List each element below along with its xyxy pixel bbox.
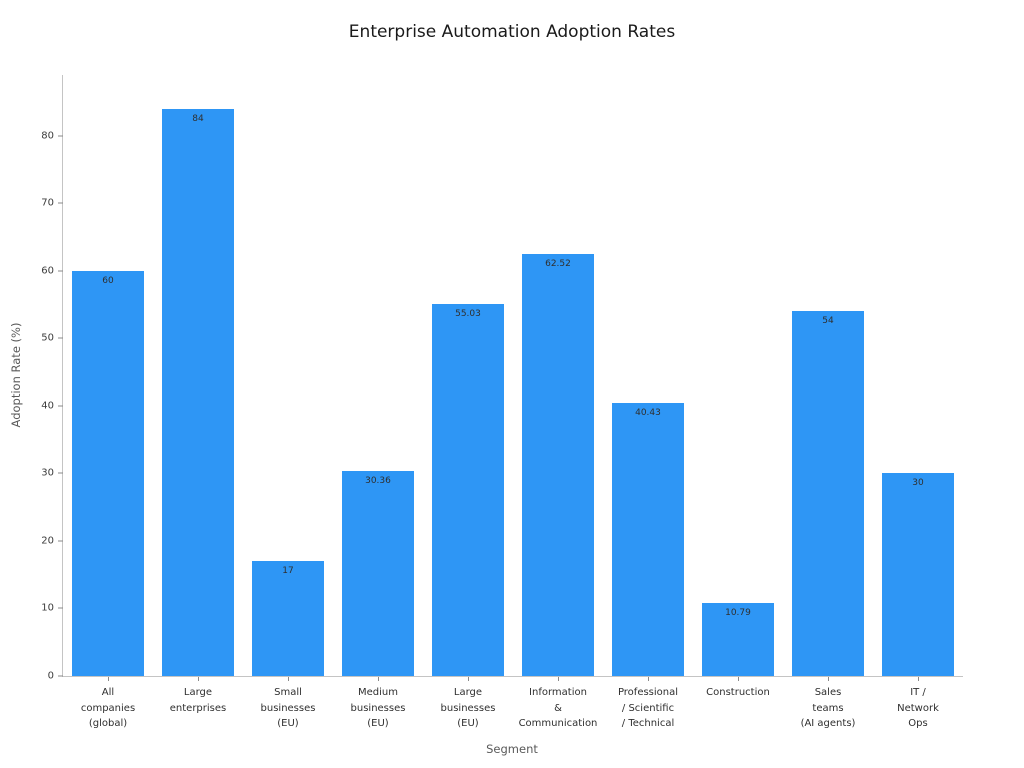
y-tick: 0	[48, 671, 63, 682]
y-axis-title: Adoption Rate (%)	[9, 322, 23, 428]
y-tick: 10	[41, 603, 63, 614]
x-axis-title: Segment	[486, 742, 538, 756]
bar: 60	[72, 270, 144, 676]
bar: 10.79	[702, 603, 774, 676]
bar-slot: 62.52	[513, 75, 603, 676]
x-tick-label: Professional / Scientific / Technical	[603, 676, 693, 732]
bar-slot: 17	[243, 75, 333, 676]
y-axis-ticks: 0 10 20 30 40 50 60 70 80	[41, 75, 963, 682]
x-tick-mark	[198, 677, 199, 681]
x-tick-mark	[108, 677, 109, 681]
y-tick-label: 80	[41, 130, 54, 142]
y-tick-mark	[58, 202, 63, 204]
bar-value-label: 55.03	[455, 309, 481, 320]
bar: 40.43	[612, 402, 684, 676]
plot-area: 0 10 20 30 40 50 60 70 80 60 84 17 30.36 55.03 62.52 4…	[41, 75, 963, 729]
y-tick-mark	[58, 607, 63, 609]
x-tick-mark	[918, 677, 919, 681]
bar-slot: 84	[153, 75, 243, 676]
bar-slot: 60	[63, 75, 153, 676]
y-tick: 20	[41, 535, 63, 546]
y-tick-label: 60	[41, 265, 54, 277]
bar-slot: 40.43	[603, 75, 693, 676]
bar-slot: 54	[783, 75, 873, 676]
y-tick-label: 40	[41, 400, 54, 412]
bar: 62.52	[522, 253, 594, 676]
x-tick-label: Large enterprises	[153, 676, 243, 732]
bar-value-label: 62.52	[545, 258, 571, 269]
x-tick-label: IT / Network Ops	[873, 676, 963, 732]
bar-value-label: 30	[912, 478, 924, 489]
x-tick-label: Construction	[693, 676, 783, 732]
bar-slot: 55.03	[423, 75, 513, 676]
bar: 17	[252, 561, 324, 676]
x-tick-label: Medium businesses (EU)	[333, 676, 423, 732]
x-tick-label: Information & Communication	[513, 676, 603, 732]
x-tick-label: Large businesses (EU)	[423, 676, 513, 732]
x-tick-label: Sales teams (AI agents)	[783, 676, 873, 732]
bar-value-label: 10.79	[725, 608, 751, 619]
bar-slot: 30	[873, 75, 963, 676]
chart-title: Enterprise Automation Adoption Rates	[348, 22, 676, 42]
bar-value-label: 30.36	[365, 476, 391, 486]
bar-value-label: 60	[102, 275, 114, 286]
y-tick-label: 10	[41, 602, 54, 614]
y-tick-label: 0	[47, 670, 54, 682]
y-tick-mark	[58, 540, 63, 542]
y-tick-label: 50	[41, 332, 54, 344]
x-tick-label: All companies (global)	[63, 676, 153, 732]
y-tick: 60	[41, 265, 63, 276]
y-tick: 70	[41, 198, 63, 209]
bar-value-label: 84	[192, 113, 204, 124]
bar-value-label: 54	[822, 316, 834, 327]
y-tick: 80	[41, 130, 63, 141]
x-tick-mark	[378, 677, 379, 681]
y-tick: 30	[41, 468, 63, 479]
bar-slot: 30.36	[333, 75, 423, 676]
x-tick-mark	[288, 677, 289, 681]
x-tick-mark	[558, 677, 559, 681]
y-tick-mark	[58, 270, 63, 272]
bar: 30	[882, 473, 954, 676]
bar: 55.03	[432, 304, 504, 676]
bar-series: 60 84 17 30.36 55.03 62.52 40.43 10.79 54 30	[63, 75, 963, 676]
y-tick-mark	[58, 337, 63, 339]
x-axis-labels: All companies (global) Large enterprises S…	[63, 676, 963, 732]
y-tick-label: 30	[41, 467, 54, 479]
x-tick-mark	[468, 677, 469, 681]
x-tick-mark	[828, 677, 829, 681]
x-tick-mark	[738, 677, 739, 681]
y-tick: 50	[41, 333, 63, 344]
y-tick: 40	[41, 400, 63, 411]
bar: 84	[162, 108, 234, 676]
y-tick-mark	[58, 405, 63, 407]
x-tick-label: Small businesses (EU)	[243, 676, 333, 732]
y-tick-mark	[58, 472, 63, 474]
bar-value-label: 17	[282, 566, 294, 577]
y-tick-mark	[58, 135, 63, 137]
y-tick-label: 70	[41, 197, 54, 209]
y-tick-mark	[58, 675, 63, 677]
bar-value-label: 40.43	[635, 407, 661, 418]
bar-slot: 10.79	[693, 75, 783, 676]
y-tick-label: 20	[41, 535, 54, 547]
bar: 30.36	[342, 471, 414, 676]
bar: 54	[792, 311, 864, 676]
x-tick-mark	[648, 677, 649, 681]
